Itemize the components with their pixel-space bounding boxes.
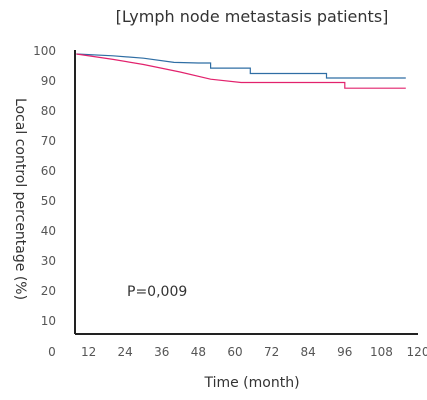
y-tick-label: 70 [41, 134, 56, 148]
y-tick-label: 90 [41, 74, 56, 88]
series-layer [76, 53, 406, 89]
axis-ticks: 0 12 24 36 48 60 72 84 96 108 120 10 20 30 40 50 60 70 80 9… [33, 44, 427, 359]
y-tick-label: 50 [41, 194, 56, 208]
chart-title: [Lymph node metastasis patients] [116, 7, 389, 26]
x-axis-title: Time (month) [203, 375, 299, 391]
x-tick-label: 72 [264, 345, 279, 359]
y-axis-title: Local control percentage (%) [12, 98, 28, 300]
x-tick-label: 12 [81, 345, 96, 359]
y-tick-label: 20 [41, 284, 56, 298]
x-tick-label: 48 [191, 345, 206, 359]
x-tick-label: 36 [154, 345, 169, 359]
y-tick-label: 60 [41, 164, 56, 178]
y-tick-label: 80 [41, 104, 56, 118]
y-tick-label: 30 [41, 254, 56, 268]
survival-curve-1 [76, 53, 406, 79]
y-tick-label: 40 [41, 224, 56, 238]
survival-curve-2 [76, 53, 406, 89]
x-tick-label: 96 [337, 345, 352, 359]
y-tick-label: 100 [33, 44, 56, 58]
p-value-annotation: P=0,009 [127, 284, 187, 300]
x-tick-label: 108 [370, 345, 393, 359]
x-tick-label: 84 [301, 345, 316, 359]
x-tick-label: 0 [48, 345, 56, 359]
x-tick-label: 24 [118, 345, 133, 359]
y-tick-label: 10 [41, 314, 56, 328]
x-tick-label: 120 [407, 345, 427, 359]
x-tick-label: 60 [227, 345, 242, 359]
